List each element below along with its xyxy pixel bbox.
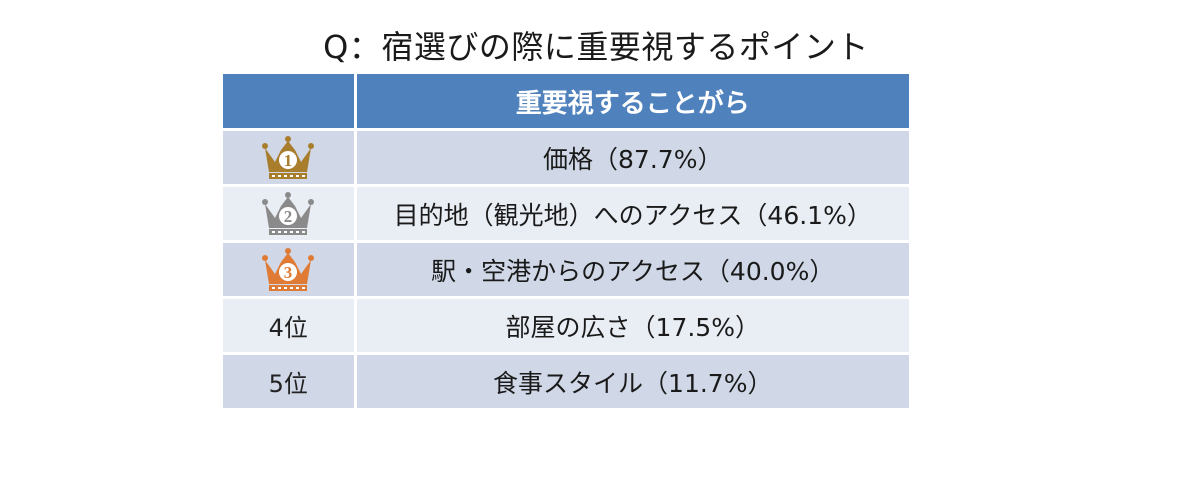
table-row: 5位 食事スタイル（11.7%）	[223, 352, 909, 408]
rank-cell: 3	[223, 240, 357, 298]
bronze-crown-icon: 3	[262, 247, 315, 291]
table-row: 3 駅・空港からのアクセス（40.0%）	[223, 240, 909, 298]
page-title: Q：宿選びの際に重要視するポイント	[323, 28, 869, 66]
table-row: 2 目的地（観光地）へのアクセス（46.1%）	[223, 184, 909, 242]
rank-number: 3	[284, 263, 293, 282]
item-column-header: 重要視することがら	[355, 74, 909, 130]
ranking-table: 重要視することがら	[223, 74, 909, 408]
rank-cell: 4位	[223, 296, 357, 354]
rank-cell: 1	[223, 128, 357, 186]
item-cell: 部屋の広さ（17.5%）	[355, 296, 909, 354]
rank-column-header	[223, 74, 357, 130]
rank-label: 4位	[268, 314, 308, 342]
item-cell: 価格（87.7%）	[355, 128, 909, 186]
rank-number: 2	[284, 207, 293, 226]
rank-cell: 2	[223, 184, 357, 242]
item-cell: 駅・空港からのアクセス（40.0%）	[355, 240, 909, 298]
item-cell: 目的地（観光地）へのアクセス（46.1%）	[355, 184, 909, 242]
silver-crown-icon: 2	[262, 191, 315, 235]
rank-cell: 5位	[223, 352, 357, 408]
gold-crown-icon: 1	[262, 135, 315, 179]
rank-label: 5位	[268, 370, 308, 398]
table-header-row: 重要視することがら	[223, 74, 909, 130]
rank-number: 1	[284, 151, 293, 170]
table-row: 4位 部屋の広さ（17.5%）	[223, 296, 909, 354]
table-row: 1 価格（87.7%）	[223, 128, 909, 186]
item-cell: 食事スタイル（11.7%）	[355, 352, 909, 408]
